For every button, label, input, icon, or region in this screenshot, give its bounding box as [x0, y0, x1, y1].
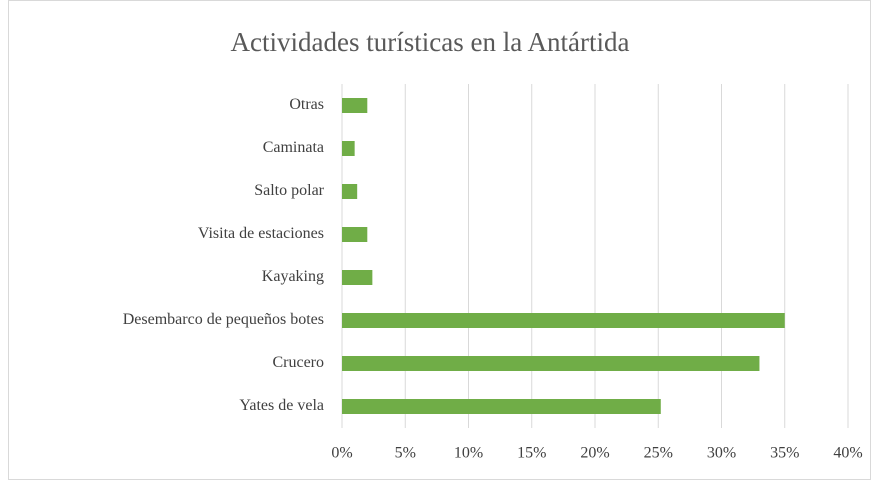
x-tick-label: 15%	[517, 445, 546, 462]
bar	[342, 356, 760, 371]
bar	[342, 184, 358, 199]
x-tick-label: 40%	[833, 445, 862, 462]
bar	[342, 399, 661, 414]
x-tick-label: 10%	[454, 445, 483, 462]
bar	[342, 313, 785, 328]
y-tick-label: Desembarco de pequeños botes	[123, 311, 324, 328]
y-tick-label: Caminata	[263, 139, 324, 156]
x-tick-label: 5%	[395, 445, 416, 462]
bar	[342, 270, 373, 285]
bar	[342, 98, 368, 113]
y-tick-label: Kayaking	[262, 268, 324, 285]
x-tick-label: 35%	[770, 445, 799, 462]
x-tick-label: 30%	[707, 445, 736, 462]
x-tick-label: 25%	[644, 445, 673, 462]
y-tick-label: Otras	[289, 96, 324, 113]
bar	[342, 227, 368, 242]
bar	[342, 141, 355, 156]
y-tick-label: Yates de vela	[239, 397, 324, 414]
y-tick-label: Visita de estaciones	[198, 225, 324, 242]
y-tick-label: Salto polar	[254, 182, 324, 199]
y-tick-label: Crucero	[272, 354, 324, 371]
x-tick-label: 0%	[331, 445, 352, 462]
x-tick-label: 20%	[580, 445, 609, 462]
chart-title: Actividades turísticas en la Antártida	[231, 27, 630, 57]
